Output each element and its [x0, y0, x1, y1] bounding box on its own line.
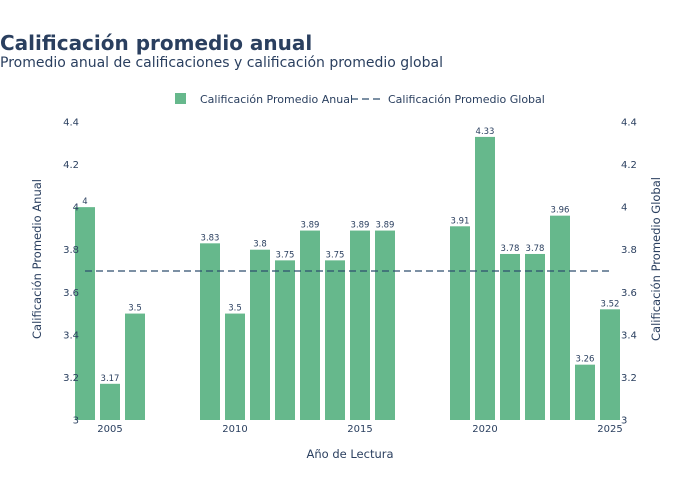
bar: [75, 207, 95, 420]
y-tick-label-right: 3.4: [621, 330, 637, 341]
x-axis-ticks: 2005 2010 2015 2020 2025: [97, 424, 622, 435]
bar-data-labels: 4 3.17 3.5 3.83 3.5 3.8 3.75 3.89 3.75 3.89 3.89 3.…: [82, 127, 619, 384]
legend: Calificación Promedio Anual Calificación…: [175, 93, 545, 106]
bar: [300, 230, 320, 420]
x-tick-label: 2010: [222, 424, 247, 435]
bar: [225, 313, 245, 420]
bar: [550, 215, 570, 420]
bar-value-label: 3.75: [276, 250, 295, 260]
bar: [200, 243, 220, 420]
bar-value-label: 4: [82, 197, 87, 207]
bar-value-label: 3.96: [551, 206, 570, 216]
y-tick-label-left: 3: [73, 416, 79, 427]
chart-subtitle: Promedio anual de calificaciones y calif…: [0, 55, 443, 71]
chart-title: Calificación promedio anual: [0, 31, 313, 55]
x-tick-label: 2020: [472, 424, 497, 435]
x-tick-label: 2005: [97, 424, 122, 435]
y-tick-label-left: 3.6: [63, 288, 79, 299]
bar: [250, 249, 270, 420]
bar: [575, 364, 595, 420]
bar: [475, 136, 495, 420]
y-tick-label-left: 3.4: [63, 330, 79, 341]
bar-value-label: 3.89: [376, 221, 395, 231]
bar: [500, 253, 520, 420]
x-tick-label: 2025: [597, 424, 622, 435]
bar: [600, 309, 620, 420]
legend-label-line: Calificación Promedio Global: [388, 93, 545, 106]
legend-label-bar: Calificación Promedio Anual: [200, 93, 353, 106]
y-tick-label-right: 3: [621, 416, 627, 427]
y-tick-label-left: 3.2: [63, 373, 79, 384]
bar: [325, 260, 345, 420]
bar-value-label: 3.5: [128, 304, 142, 314]
bar-value-label: 3.78: [526, 244, 545, 254]
bar-value-label: 3.83: [201, 233, 220, 243]
bar-value-label: 3.89: [301, 221, 320, 231]
bar-series: [75, 136, 620, 420]
x-tick-label: 2015: [347, 424, 372, 435]
bar: [125, 313, 145, 420]
bar-value-label: 3.8: [253, 240, 267, 250]
bar-value-label: 3.52: [601, 299, 620, 309]
y-axis-left-ticks: 3 3.2 3.4 3.6 3.8 4 4.2 4.4: [63, 118, 79, 427]
y-tick-label-left: 4: [73, 203, 79, 214]
bar: [275, 260, 295, 420]
y-tick-label-right: 4.4: [621, 118, 637, 129]
y-axis-right-ticks: 3 3.2 3.4 3.6 3.8 4 4.2 4.4: [621, 118, 637, 427]
y-tick-label-right: 4: [621, 203, 627, 214]
y-tick-label-right: 3.6: [621, 288, 637, 299]
bar: [350, 230, 370, 420]
y-tick-label-right: 3.2: [621, 373, 637, 384]
bar-value-label: 3.78: [501, 244, 520, 254]
bar: [450, 226, 470, 420]
x-axis-title: Año de Lectura: [306, 447, 393, 461]
y-axis-left-title: Calificación Promedio Anual: [30, 179, 44, 339]
y-tick-label-left: 4.2: [63, 160, 79, 171]
legend-swatch-bar: [175, 93, 186, 104]
bar: [100, 383, 120, 420]
bar-value-label: 4.33: [476, 127, 495, 137]
bar: [525, 253, 545, 420]
bar-value-label: 3.89: [351, 221, 370, 231]
y-tick-label-right: 4.2: [621, 160, 637, 171]
bar-value-label: 3.91: [451, 216, 470, 226]
bar: [375, 230, 395, 420]
bar-value-label: 3.5: [228, 304, 242, 314]
bar-value-label: 3.17: [101, 374, 120, 384]
y-tick-label-left: 4.4: [63, 118, 79, 129]
y-tick-label-left: 3.8: [63, 245, 79, 256]
bar-value-label: 3.75: [326, 250, 345, 260]
y-axis-right-title: Calificación Promedio Global: [649, 177, 663, 341]
y-tick-label-right: 3.8: [621, 245, 637, 256]
bar-value-label: 3.26: [576, 355, 595, 365]
